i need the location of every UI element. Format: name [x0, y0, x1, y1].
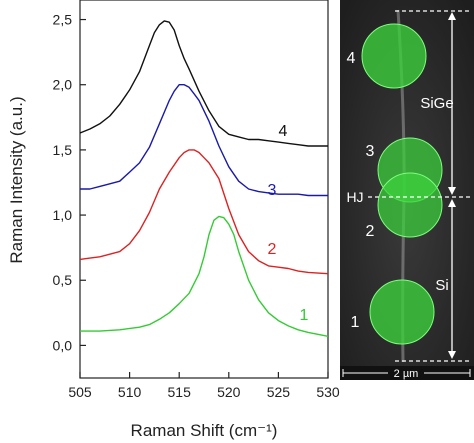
x-tick-label: 515 [168, 384, 192, 400]
y-tick-label: 0,5 [53, 272, 73, 288]
spot-1-circle [369, 279, 435, 345]
x-tick-label: 510 [118, 384, 142, 400]
spot-2-circle [377, 172, 443, 238]
scale-bar-label-bg [388, 367, 424, 379]
region-label-hj: HJ [346, 189, 363, 205]
raman-chart: 0,0 0,5 1,0 1,5 2,0 2,5 505 510 515 520 525 530 4 … [7, 0, 340, 440]
y-tick-label: 1,5 [53, 142, 73, 158]
x-axis: 505 510 515 520 525 530 [68, 372, 340, 400]
spot-4-circle [361, 23, 427, 89]
series-label-1: 1 [300, 307, 309, 324]
series-line-3 [80, 83, 328, 197]
y-tick-label: 2,0 [53, 77, 73, 93]
si-arrow-head-bottom [448, 351, 456, 359]
x-tick-label: 505 [68, 384, 92, 400]
plot-frame [79, 0, 329, 379]
spot-label-3: 3 [366, 143, 375, 160]
series-label-2: 2 [268, 241, 277, 258]
series-label-3: 3 [268, 182, 277, 199]
spot-label-2: 2 [366, 223, 375, 240]
y-tick-label: 2,5 [53, 12, 73, 28]
x-tick-label: 520 [217, 384, 241, 400]
x-tick-label: 525 [267, 384, 291, 400]
series-line-1 [80, 215, 329, 337]
x-axis-title: Raman Shift (cm⁻¹) [131, 421, 278, 440]
spot-label-4: 4 [347, 50, 356, 67]
series-labels: 4 3 2 1 [268, 123, 309, 324]
si-arrow-head-top [448, 199, 456, 207]
scale-bar-label: 2 µm [394, 368, 419, 380]
y-tick-label: 0,0 [53, 337, 73, 353]
region-label-si: Si [435, 277, 448, 294]
spot-label-1: 1 [351, 314, 360, 331]
y-tick-label: 1,0 [53, 207, 73, 223]
series-lines [79, 20, 329, 337]
region-label-sige: SiGe [420, 95, 453, 112]
x-tick-label: 530 [316, 384, 340, 400]
series-line-4 [79, 20, 328, 147]
series-label-4: 4 [279, 123, 288, 140]
series-line-2 [79, 149, 329, 275]
sige-arrow-head-top [448, 12, 456, 20]
y-axis: 0,0 0,5 1,0 1,5 2,0 2,5 [53, 12, 86, 353]
sem-micrograph: 4 3 2 1 SiGe HJ Si 2 µm [340, 0, 474, 380]
y-axis-title: Raman Intensity (a.u.) [7, 96, 26, 263]
sige-arrow-head-bottom [448, 187, 456, 195]
